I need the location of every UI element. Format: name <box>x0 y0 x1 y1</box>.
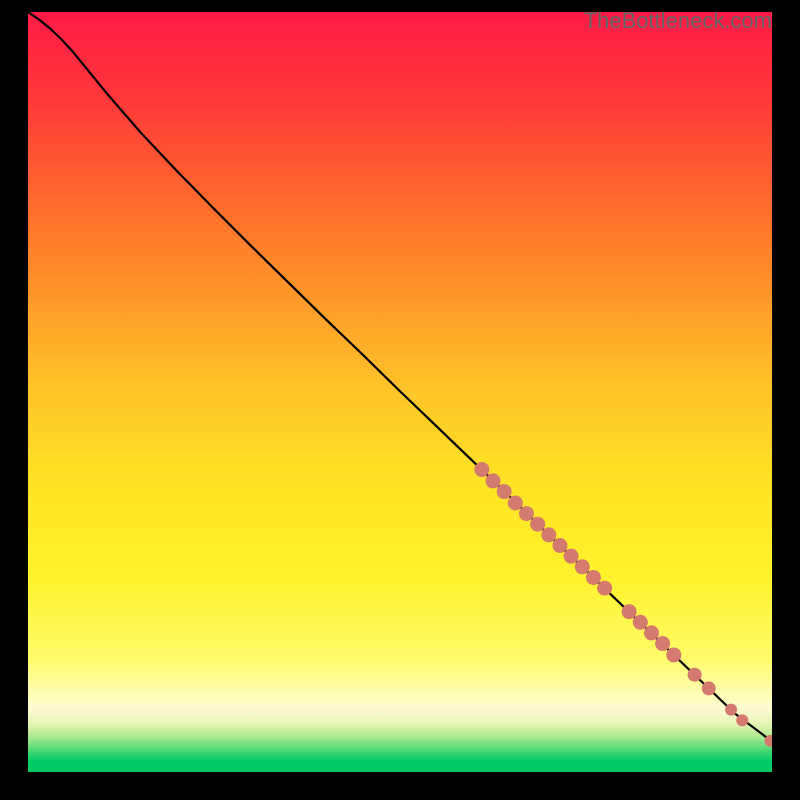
data-marker <box>474 462 489 477</box>
data-marker <box>575 559 590 574</box>
data-marker <box>541 527 556 542</box>
data-marker <box>725 704 737 716</box>
data-marker <box>688 668 702 682</box>
data-marker <box>519 506 534 521</box>
data-marker <box>666 647 681 662</box>
data-marker <box>644 625 659 640</box>
data-marker <box>655 636 670 651</box>
data-marker <box>622 604 637 619</box>
data-marker <box>486 473 501 488</box>
plot-svg <box>28 12 772 772</box>
chart-root: TheBottleneck.com <box>0 0 800 800</box>
data-marker <box>497 484 512 499</box>
watermark-label: TheBottleneck.com <box>584 8 772 34</box>
plot-area <box>28 12 772 772</box>
data-marker <box>736 714 748 726</box>
data-marker <box>552 538 567 553</box>
data-marker <box>530 517 545 532</box>
data-marker <box>564 549 579 564</box>
data-marker <box>702 681 716 695</box>
data-marker <box>508 495 523 510</box>
data-marker <box>633 615 648 630</box>
data-marker <box>586 570 601 585</box>
data-marker <box>597 581 612 596</box>
